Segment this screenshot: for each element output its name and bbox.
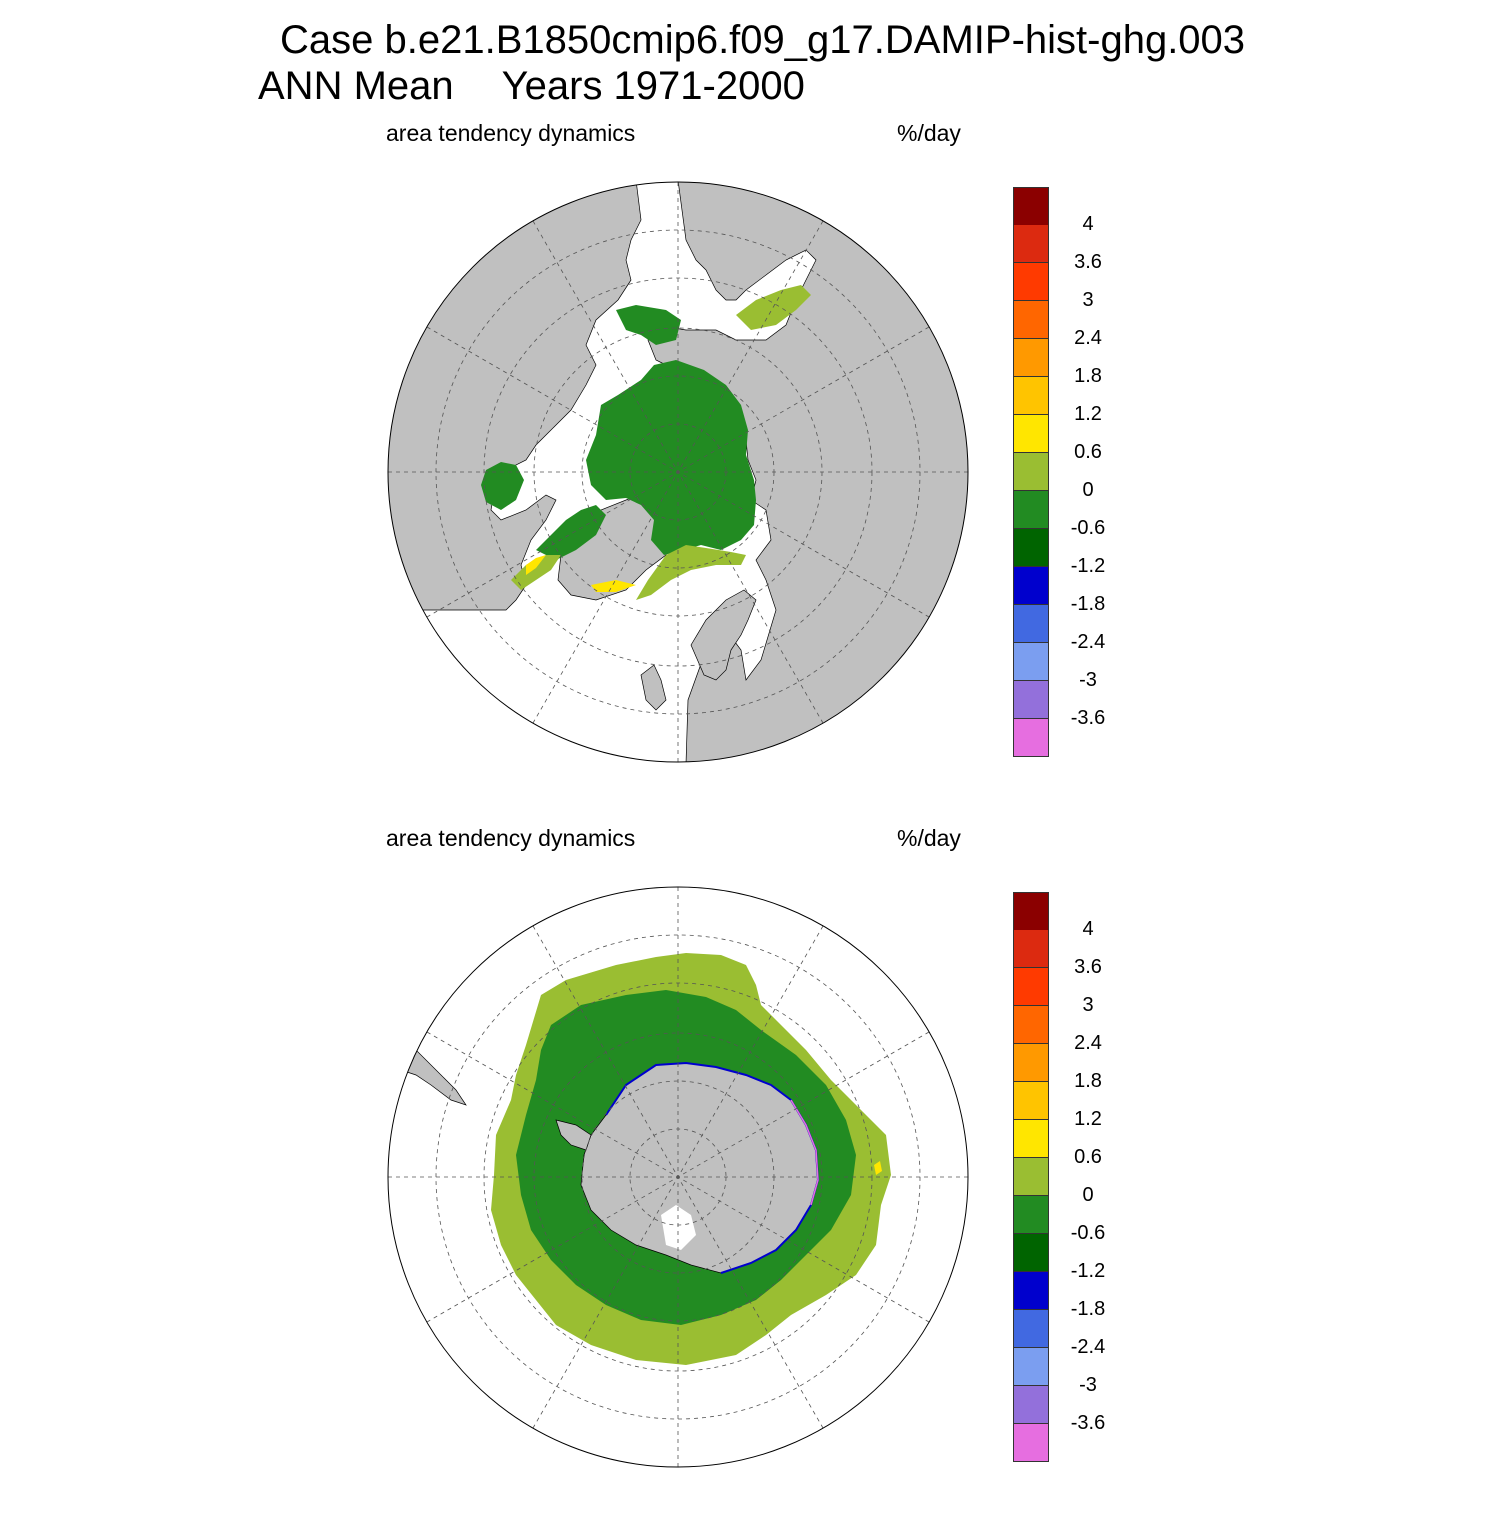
colorbar-label: 2.4 bbox=[1074, 1032, 1102, 1054]
land-scandinavia bbox=[690, 589, 757, 681]
colorbar-swatch bbox=[1013, 1082, 1049, 1120]
colorbar-label: 3 bbox=[1082, 994, 1094, 1016]
colorbar-label: -3 bbox=[1079, 669, 1097, 691]
colorbar-swatch bbox=[1013, 1006, 1049, 1044]
ice-arctic-basin bbox=[586, 360, 756, 555]
ice-baffin bbox=[536, 505, 606, 560]
colorbar-swatch bbox=[1013, 377, 1049, 415]
colorbar-label: -1.8 bbox=[1070, 1298, 1106, 1320]
graticule bbox=[388, 182, 968, 762]
colorbar-label: -1.2 bbox=[1070, 1260, 1106, 1282]
colorbar-label: 3.6 bbox=[1074, 251, 1102, 273]
north-panel: area tendency dynamics %/day bbox=[0, 110, 1500, 830]
colorbar-swatch bbox=[1013, 1310, 1049, 1348]
units-label: %/day bbox=[897, 825, 961, 851]
north-polar-map bbox=[387, 181, 969, 763]
colorbar-label: 4 bbox=[1082, 918, 1094, 940]
colorbar-swatch bbox=[1013, 339, 1049, 377]
colorbar-label: 0 bbox=[1082, 1184, 1094, 1206]
units-label: %/day bbox=[897, 120, 961, 146]
colorbar-label: -0.6 bbox=[1070, 1222, 1106, 1244]
period-title: ANN Mean Years 1971-2000 bbox=[258, 64, 805, 109]
case-title: Case b.e21.B1850cmip6.f09_g17.DAMIP-hist… bbox=[280, 18, 1246, 62]
colorbar-swatch bbox=[1013, 225, 1049, 263]
colorbar-swatch bbox=[1013, 1196, 1049, 1234]
colorbar-swatch bbox=[1013, 605, 1049, 643]
colorbar-label: 0 bbox=[1082, 479, 1094, 501]
colorbar bbox=[1013, 187, 1049, 757]
colorbar-label: 0.6 bbox=[1074, 441, 1102, 463]
colorbar-swatch bbox=[1013, 263, 1049, 301]
land-britain bbox=[640, 664, 667, 711]
ice-labrador-edge bbox=[511, 555, 561, 590]
colorbar-label: 3 bbox=[1082, 289, 1094, 311]
colorbar-swatch bbox=[1013, 1386, 1049, 1424]
colorbar-label: -2.4 bbox=[1070, 1336, 1106, 1358]
ice-melt-band bbox=[526, 555, 636, 592]
ice-hudson bbox=[481, 462, 524, 510]
colorbar-swatch bbox=[1013, 1348, 1049, 1386]
colorbar-swatch bbox=[1013, 301, 1049, 339]
colorbar-swatch bbox=[1013, 567, 1049, 605]
colorbar-swatch bbox=[1013, 930, 1049, 968]
colorbar-swatch bbox=[1013, 491, 1049, 529]
colorbar-swatch bbox=[1013, 1158, 1049, 1196]
colorbar-swatch bbox=[1013, 1234, 1049, 1272]
colorbar-label: 3.6 bbox=[1074, 956, 1102, 978]
colorbar-swatch bbox=[1013, 719, 1049, 757]
ice-melt-spot bbox=[874, 1161, 882, 1175]
colorbar-label: -1.2 bbox=[1070, 555, 1106, 577]
colorbar-swatch bbox=[1013, 1120, 1049, 1158]
colorbar-swatch bbox=[1013, 529, 1049, 567]
south-panel: area tendency dynamics %/day bbox=[0, 815, 1500, 1535]
colorbar-label: -1.8 bbox=[1070, 593, 1106, 615]
ice-okhotsk bbox=[736, 285, 811, 330]
years-label: Years 1971-2000 bbox=[501, 64, 805, 108]
colorbar-label: -3.6 bbox=[1070, 707, 1106, 729]
colorbar-label: 2.4 bbox=[1074, 327, 1102, 349]
colorbar-label: -3 bbox=[1079, 1374, 1097, 1396]
ice-bering bbox=[616, 305, 681, 345]
south-polar-map bbox=[387, 886, 969, 1468]
colorbar-swatch bbox=[1013, 1044, 1049, 1082]
colorbar-swatch bbox=[1013, 681, 1049, 719]
colorbar-label: -3.6 bbox=[1070, 1412, 1106, 1434]
season-label: ANN Mean bbox=[258, 64, 454, 108]
colorbar-swatch bbox=[1013, 643, 1049, 681]
colorbar-swatch bbox=[1013, 1424, 1049, 1462]
variable-label: area tendency dynamics bbox=[386, 120, 636, 146]
colorbar-swatch bbox=[1013, 187, 1049, 226]
variable-label: area tendency dynamics bbox=[386, 825, 636, 851]
colorbar-label: 1.8 bbox=[1074, 365, 1102, 387]
colorbar-label: 1.8 bbox=[1074, 1070, 1102, 1092]
colorbar-label: -0.6 bbox=[1070, 517, 1106, 539]
colorbar-swatch bbox=[1013, 415, 1049, 453]
colorbar-swatch bbox=[1013, 892, 1049, 931]
coastal-edge-magenta bbox=[790, 1099, 819, 1206]
colorbar-label: 4 bbox=[1082, 213, 1094, 235]
colorbar bbox=[1013, 892, 1049, 1462]
ice-greenland-sea bbox=[636, 545, 746, 600]
colorbar-label: 1.2 bbox=[1074, 1108, 1102, 1130]
colorbar-label: 1.2 bbox=[1074, 403, 1102, 425]
colorbar-label: -2.4 bbox=[1070, 631, 1106, 653]
ross-sea bbox=[661, 1205, 696, 1250]
graticule bbox=[388, 887, 968, 1467]
colorbar-label: 0.6 bbox=[1074, 1146, 1102, 1168]
colorbar-swatch bbox=[1013, 453, 1049, 491]
colorbar-swatch bbox=[1013, 1272, 1049, 1310]
colorbar-swatch bbox=[1013, 968, 1049, 1006]
